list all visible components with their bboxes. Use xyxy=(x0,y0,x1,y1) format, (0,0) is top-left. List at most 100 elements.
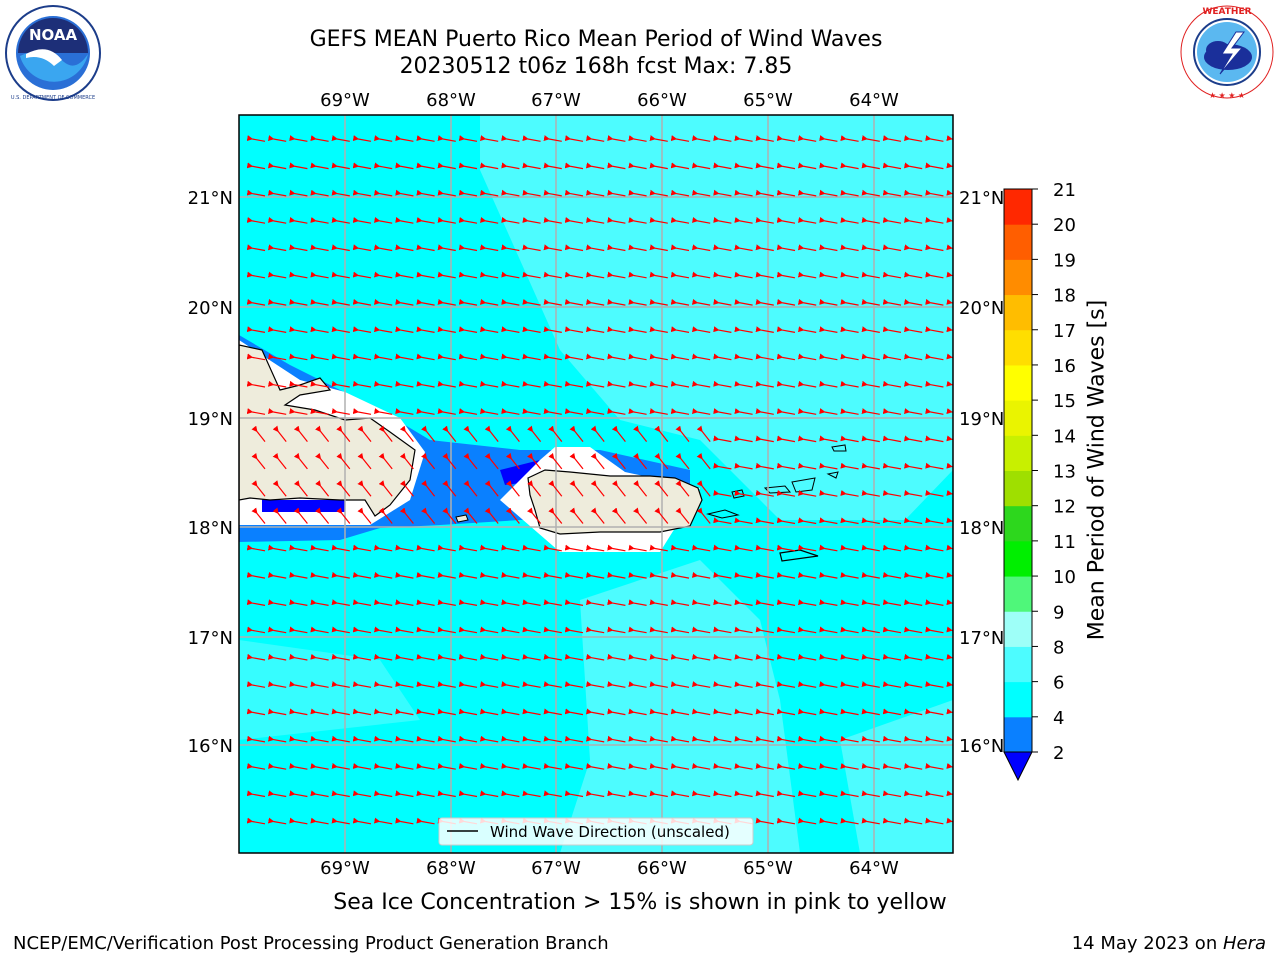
wind-wave-arrow xyxy=(564,217,584,224)
wind-wave-arrow xyxy=(479,353,499,361)
wind-wave-arrow xyxy=(734,735,753,743)
wind-wave-arrow xyxy=(819,326,838,333)
wind-wave-arrow xyxy=(797,653,817,661)
wind-wave-arrow xyxy=(463,425,478,442)
wind-wave-arrow xyxy=(713,735,732,743)
wind-wave-arrow xyxy=(776,462,796,470)
wind-wave-arrow xyxy=(352,380,372,388)
wind-wave-arrow xyxy=(522,544,541,552)
wind-wave-arrow xyxy=(458,571,478,579)
wind-wave-arrow xyxy=(442,425,457,442)
wind-wave-arrow xyxy=(416,271,435,279)
wind-wave-arrow xyxy=(267,708,287,716)
wind-wave-arrow xyxy=(925,626,944,634)
wind-wave-arrow xyxy=(776,135,796,142)
wind-wave-arrow xyxy=(776,653,796,661)
wind-wave-arrow xyxy=(882,708,902,716)
wind-wave-arrow xyxy=(437,708,456,716)
wind-wave-arrow xyxy=(570,112,583,114)
wind-wave-arrow xyxy=(484,480,499,497)
wind-wave-arrow xyxy=(352,298,372,306)
wind-wave-arrow xyxy=(549,112,562,114)
wind-wave-arrow xyxy=(882,353,902,361)
wind-wave-arrow xyxy=(628,135,647,142)
wind-wave-arrow xyxy=(501,681,520,688)
wind-wave-arrow xyxy=(819,490,838,497)
wind-wave-arrow xyxy=(670,544,690,552)
wind-wave-arrow xyxy=(373,681,393,688)
wind-wave-arrow xyxy=(734,708,753,716)
wind-wave-arrow xyxy=(607,708,626,716)
wind-wave-arrow xyxy=(882,817,902,825)
wind-wave-arrow xyxy=(310,326,329,333)
wind-wave-arrow xyxy=(267,571,287,579)
wind-wave-arrow xyxy=(585,653,605,661)
wind-wave-arrow xyxy=(585,599,605,606)
wind-wave-arrow xyxy=(611,425,626,442)
footer-credit: NCEP/EMC/Verification Post Processing Pr… xyxy=(13,933,609,954)
wind-wave-arrow xyxy=(437,189,456,197)
wind-wave-arrow xyxy=(310,571,329,579)
wind-wave-arrow xyxy=(654,452,669,470)
wind-wave-arrow xyxy=(840,490,859,497)
wind-wave-arrow xyxy=(373,189,393,197)
wind-wave-arrow xyxy=(399,452,414,470)
wind-wave-arrow xyxy=(628,653,647,661)
wind-wave-arrow xyxy=(882,490,902,497)
wind-wave-arrow xyxy=(628,735,647,743)
wind-wave-arrow xyxy=(310,708,329,716)
wind-wave-arrow xyxy=(395,599,414,606)
wind-wave-arrow xyxy=(819,599,838,606)
wind-wave-arrow xyxy=(607,189,626,197)
colorbar-segment xyxy=(1004,329,1032,366)
wind-wave-arrow xyxy=(479,189,499,197)
wind-wave-arrow xyxy=(564,326,584,333)
wind-wave-arrow xyxy=(840,435,859,443)
wind-wave-arrow xyxy=(479,326,499,333)
wind-wave-arrow xyxy=(527,507,542,524)
wind-wave-arrow xyxy=(654,425,669,442)
wind-wave-arrow xyxy=(607,271,626,279)
wind-wave-arrow xyxy=(251,452,266,470)
wind-wave-arrow xyxy=(628,298,647,306)
wind-wave-arrow xyxy=(246,271,266,279)
wind-wave-arrow xyxy=(543,408,562,415)
wind-wave-arrow xyxy=(755,380,774,388)
colorbar-tick-label: 12 xyxy=(1053,497,1076,518)
wind-wave-arrow xyxy=(543,626,562,634)
wind-wave-arrow xyxy=(548,507,563,524)
wind-wave-arrow xyxy=(628,244,647,252)
wind-wave-arrow xyxy=(421,480,436,497)
wind-wave-arrow xyxy=(776,244,796,252)
wind-wave-arrow xyxy=(628,763,647,770)
wind-wave-arrow xyxy=(861,817,880,825)
wind-wave-arrow xyxy=(501,162,520,170)
wind-wave-arrow xyxy=(691,326,711,333)
wind-wave-arrow xyxy=(458,544,478,552)
wind-wave-arrow xyxy=(522,353,541,361)
wind-wave-arrow xyxy=(564,790,584,798)
wind-wave-arrow xyxy=(543,135,562,142)
wind-wave-arrow xyxy=(861,135,880,142)
wind-wave-arrow xyxy=(569,452,584,470)
wind-wave-arrow xyxy=(713,326,732,333)
lon-label: 65°W xyxy=(743,858,793,879)
wind-wave-arrow xyxy=(713,462,732,470)
wind-wave-arrow xyxy=(670,162,690,170)
wind-wave-arrow xyxy=(267,817,287,825)
wind-wave-arrow xyxy=(925,380,944,388)
wind-wave-arrow xyxy=(925,490,944,497)
wind-wave-arrow xyxy=(882,326,902,333)
wind-wave-arrow xyxy=(352,353,372,361)
wind-wave-arrow xyxy=(437,162,456,170)
colorbar-segment xyxy=(1004,189,1032,225)
lon-label: 69°W xyxy=(320,90,370,111)
wind-wave-arrow xyxy=(522,244,541,252)
wind-wave-arrow xyxy=(696,480,711,497)
wind-wave-arrow xyxy=(819,653,838,661)
wind-wave-arrow xyxy=(522,408,541,415)
wind-wave-arrow xyxy=(654,507,669,524)
wind-wave-arrow xyxy=(819,244,838,252)
wind-wave-arrow xyxy=(437,135,456,142)
wind-wave-arrow xyxy=(246,817,266,825)
